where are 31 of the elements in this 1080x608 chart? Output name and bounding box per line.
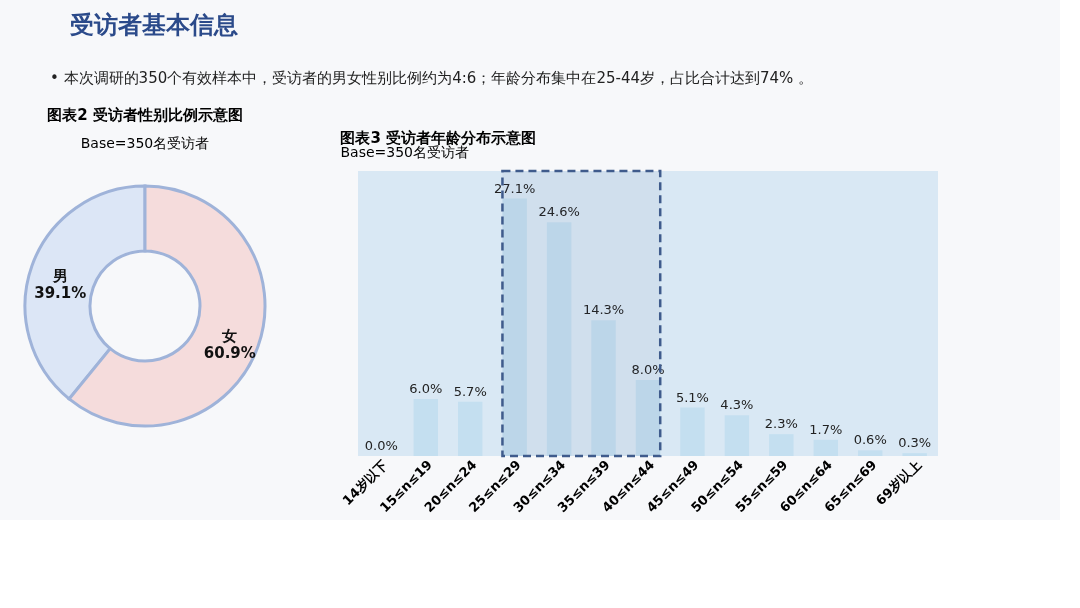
bar — [724, 415, 750, 456]
data-label: 5.1% — [675, 389, 709, 405]
data-label: 39.1% — [34, 283, 87, 302]
data-label: 1.7% — [809, 421, 843, 437]
data-label: 27.1% — [494, 180, 536, 196]
bar — [591, 320, 616, 456]
data-label: 0.3% — [898, 435, 932, 451]
bar — [813, 439, 838, 456]
bar — [680, 407, 705, 456]
text: 受访者基本信息 — [70, 11, 238, 39]
bar — [635, 380, 661, 456]
chart-subtitle: Base=350名受访者 — [80, 135, 210, 151]
chart-title: 图表2 受访者性别比例示意图 — [47, 106, 243, 124]
slice-label: 女 — [221, 327, 238, 346]
data-label: 60.9% — [203, 344, 256, 363]
data-label: 4.3% — [720, 397, 754, 413]
bar — [413, 399, 438, 456]
data-label: 0.0% — [364, 438, 398, 453]
bar — [458, 401, 483, 456]
data-label: 14.3% — [582, 302, 625, 318]
bar — [769, 434, 794, 456]
data-label: 2.3% — [764, 416, 798, 432]
data-label: 6.0% — [409, 381, 443, 396]
bar — [502, 198, 527, 456]
bar — [546, 222, 572, 456]
data-label: 0.6% — [853, 432, 887, 448]
data-label: 5.7% — [453, 383, 487, 399]
bar — [858, 450, 883, 456]
text: • 本次调研的350个有效样本中，受访者的男女性别比例约为4:6；年龄分布集中在25-44岁，占比合计达到74% 。 — [50, 69, 814, 87]
data-label: 24.6% — [538, 204, 580, 220]
slice-label: 男 — [51, 266, 68, 285]
